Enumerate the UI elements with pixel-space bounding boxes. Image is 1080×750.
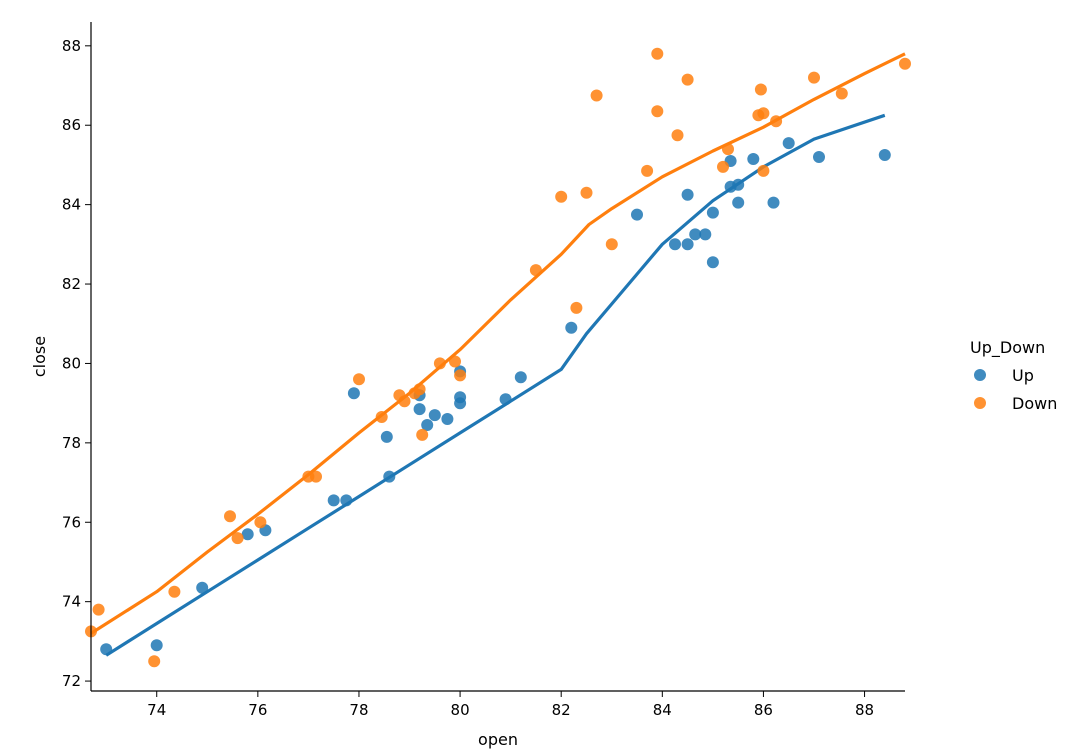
data-point-up [813,151,825,163]
data-point-up [681,188,694,201]
data-point-up [380,430,393,443]
data-point-up [706,256,719,269]
data-point-down [757,164,770,177]
x-tick-label: 76 [248,701,267,719]
data-point-down [555,190,568,203]
data-point-down [398,395,411,408]
legend-label-up: Up [1012,366,1034,385]
data-point-down [651,105,664,118]
data-point-up [150,639,163,652]
x-tick-label: 86 [754,701,773,719]
x-tick-label: 74 [147,701,166,719]
y-tick-label: 74 [62,593,81,611]
y-tick-label: 84 [62,196,81,214]
axes [90,22,905,692]
data-point-down [754,83,767,96]
data-point-up [241,528,254,541]
data-point-down [671,129,684,142]
data-point-down [224,510,236,523]
y-tick-label: 86 [62,116,81,134]
y-tick-label: 82 [62,275,81,293]
data-points [85,47,911,668]
data-point-down [454,369,467,382]
data-point-up [732,178,745,191]
y-tick-label: 88 [62,37,81,55]
data-point-up [441,413,454,425]
data-point-down [681,73,694,86]
data-point-down [413,383,426,396]
y-axis-label: close [30,336,49,377]
data-point-down [808,71,820,84]
data-point-down [757,107,770,120]
data-point-down [92,603,105,616]
data-point-down [590,89,603,102]
data-point-up [878,149,891,161]
legend-marker-down [974,397,986,409]
legend-title: Up_Down [970,338,1045,358]
data-point-up [327,494,340,507]
data-point-down [717,160,729,173]
data-point-up [747,153,760,165]
x-tick-label: 78 [349,701,368,719]
fit-line-down [90,52,906,635]
y-tick-label: 76 [62,513,81,531]
data-point-down [580,186,593,199]
x-tick-label: 88 [855,701,874,719]
data-point-up [732,196,745,209]
data-point-up [565,321,578,334]
data-point-up [340,494,353,507]
data-point-down [449,355,461,368]
y-ticks: 72 74 76 78 80 82 84 86 88 [62,37,91,690]
x-tick-label: 82 [552,701,571,719]
x-axis-label: open [478,730,518,749]
data-point-up [428,409,441,422]
x-tick-label: 84 [653,701,672,719]
data-point-up [383,470,396,483]
data-point-up [454,391,467,404]
data-point-up [421,419,434,431]
data-point-down [529,264,542,277]
data-point-up [706,206,719,219]
data-point-down [770,115,783,128]
data-point-down [231,532,244,545]
y-tick-label: 80 [62,354,81,372]
y-tick-label: 78 [62,434,81,452]
data-point-down [148,655,161,668]
x-tick-label: 80 [451,701,470,719]
data-point-up [782,137,795,150]
data-point-up [669,238,681,251]
data-point-down [605,238,618,251]
data-point-up [100,643,113,656]
data-point-down [353,373,365,386]
data-point-down [570,301,583,314]
data-point-up [499,393,512,406]
data-point-down [651,47,664,60]
data-point-up [631,208,643,221]
data-point-down [899,57,911,70]
data-point-up [413,403,426,416]
data-point-down [641,164,654,177]
data-point-up [681,238,694,251]
legend-label-down: Down [1012,394,1057,413]
data-point-down [416,428,429,441]
data-point-down [375,411,388,423]
legend-marker-up [974,369,986,381]
data-point-up [699,228,712,241]
data-point-up [514,371,527,384]
data-point-up [767,196,780,209]
data-point-down [168,585,181,598]
data-point-down [722,143,734,156]
y-tick-label: 72 [62,672,81,690]
x-ticks: 74 76 78 80 82 84 86 88 [147,691,874,719]
data-point-up [689,228,702,241]
legend: Up_Down Up Down [970,338,1057,413]
data-point-down [254,516,267,529]
data-point-down [310,470,322,483]
data-point-down [433,357,446,370]
data-point-up [196,581,209,594]
fit-line-up [105,113,886,657]
data-point-up [347,387,360,400]
data-point-down [835,87,848,100]
